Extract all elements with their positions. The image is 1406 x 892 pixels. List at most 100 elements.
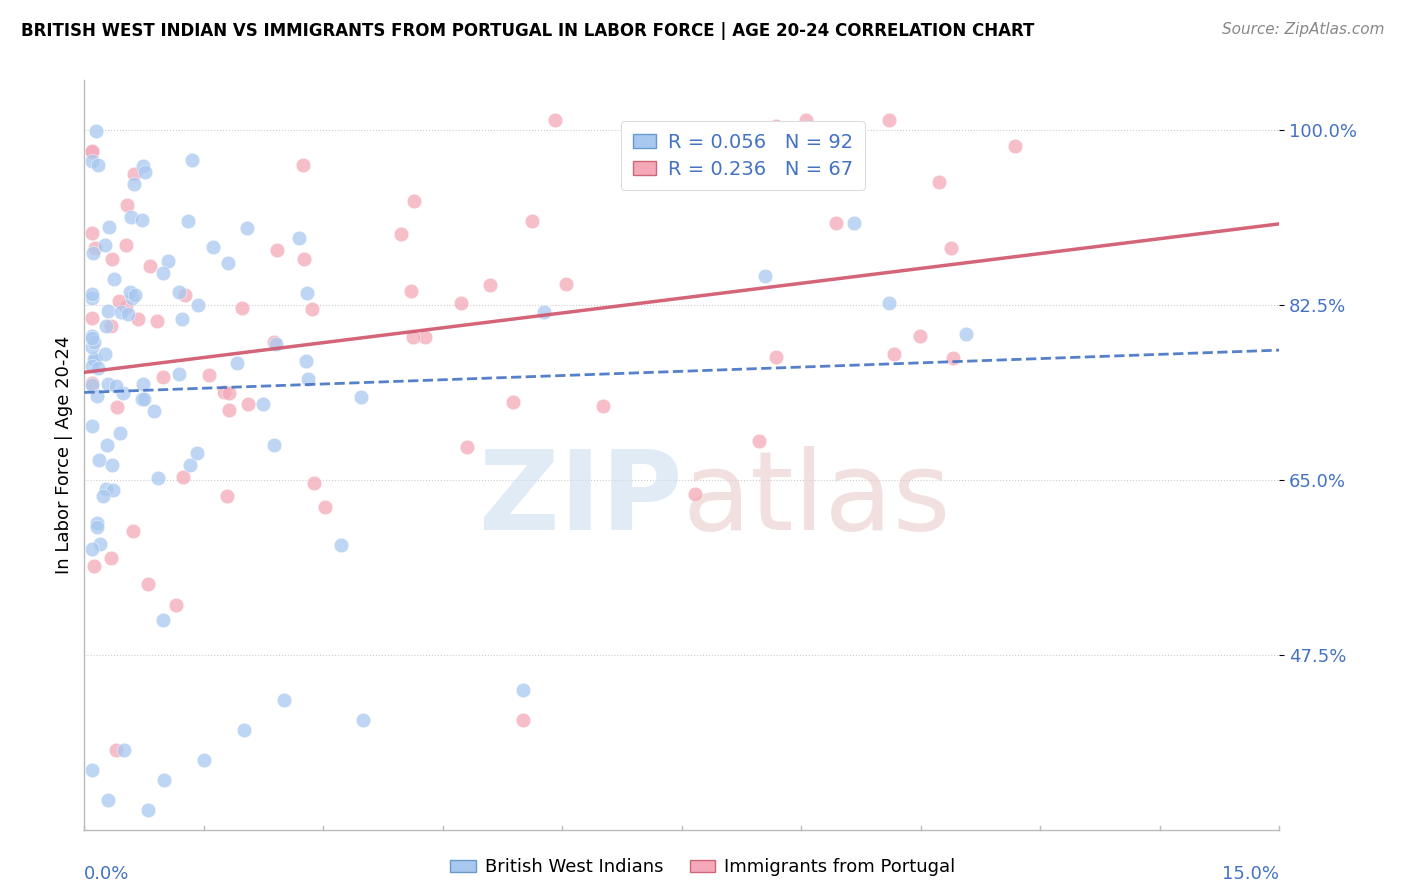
Point	[295, 285, 318, 300]
Point	[232, 723, 254, 737]
Text: 0.0%: 0.0%	[84, 864, 129, 882]
Point	[212, 385, 235, 400]
Point	[86, 520, 108, 534]
Point	[226, 356, 249, 370]
Point	[294, 354, 316, 368]
Point	[533, 304, 555, 318]
Point	[132, 392, 155, 406]
Point	[87, 453, 110, 467]
Point	[928, 175, 950, 189]
Point	[134, 165, 156, 179]
Point	[131, 212, 153, 227]
Point	[747, 434, 769, 448]
Point	[120, 285, 142, 299]
Point	[115, 238, 138, 252]
Point	[273, 692, 295, 706]
Point	[236, 220, 259, 235]
Point	[103, 483, 125, 497]
Point	[136, 576, 159, 591]
Point	[683, 487, 706, 501]
Point	[263, 438, 285, 452]
Point	[121, 292, 143, 306]
Point	[82, 419, 104, 434]
Point	[478, 277, 501, 292]
Point	[231, 301, 253, 316]
Point	[82, 328, 104, 343]
Point	[146, 314, 169, 328]
Point	[86, 516, 108, 530]
Point	[127, 311, 149, 326]
Point	[122, 167, 145, 181]
Text: atlas: atlas	[682, 446, 950, 553]
Point	[101, 458, 124, 472]
Point	[592, 399, 614, 413]
Point	[110, 304, 132, 318]
Point	[105, 742, 128, 756]
Point	[555, 277, 578, 292]
Point	[121, 524, 143, 539]
Point	[105, 400, 128, 414]
Point	[402, 194, 425, 208]
Point	[82, 542, 104, 557]
Point	[297, 372, 319, 386]
Point	[82, 311, 104, 326]
Point	[82, 376, 104, 390]
Point	[236, 397, 259, 411]
Point	[97, 377, 120, 392]
Point	[842, 216, 865, 230]
Point	[1004, 139, 1026, 153]
Point	[82, 340, 104, 354]
Point	[82, 246, 104, 260]
Point	[82, 291, 104, 305]
Point	[110, 425, 132, 440]
Point	[87, 360, 110, 375]
Point	[181, 153, 204, 167]
Point	[413, 330, 436, 344]
Point	[132, 377, 155, 392]
Point	[157, 253, 180, 268]
Point	[86, 388, 108, 402]
Point	[908, 329, 931, 343]
Point	[942, 351, 965, 366]
Point	[292, 158, 315, 172]
Point	[172, 312, 194, 326]
Point	[796, 113, 818, 128]
Point	[389, 227, 412, 242]
Point	[292, 252, 315, 266]
Point	[167, 285, 190, 299]
Point	[114, 300, 136, 314]
Point	[153, 772, 176, 787]
Point	[173, 288, 195, 302]
Point	[122, 177, 145, 191]
Point	[252, 396, 274, 410]
Point	[104, 379, 127, 393]
Point	[152, 266, 174, 280]
Point	[82, 359, 104, 373]
Point	[100, 319, 122, 334]
Point	[112, 385, 135, 400]
Point	[301, 302, 323, 317]
Point	[96, 303, 118, 318]
Point	[93, 347, 115, 361]
Point	[187, 297, 209, 311]
Point	[131, 392, 153, 406]
Text: BRITISH WEST INDIAN VS IMMIGRANTS FROM PORTUGAL IN LABOR FORCE | AGE 20-24 CORRE: BRITISH WEST INDIAN VS IMMIGRANTS FROM P…	[21, 22, 1035, 40]
Point	[264, 337, 287, 351]
Point	[82, 331, 104, 345]
Point	[218, 403, 240, 417]
Point	[124, 288, 146, 302]
Point	[139, 260, 162, 274]
Point	[83, 559, 105, 574]
Point	[115, 197, 138, 211]
Point	[955, 327, 977, 342]
Point	[502, 394, 524, 409]
Point	[512, 713, 534, 727]
Point	[87, 158, 110, 172]
Point	[82, 145, 104, 160]
Point	[883, 347, 905, 361]
Point	[288, 231, 311, 245]
Point	[152, 370, 174, 384]
Point	[94, 237, 117, 252]
Point	[544, 113, 567, 128]
Legend: British West Indians, Immigrants from Portugal: British West Indians, Immigrants from Po…	[443, 851, 963, 884]
